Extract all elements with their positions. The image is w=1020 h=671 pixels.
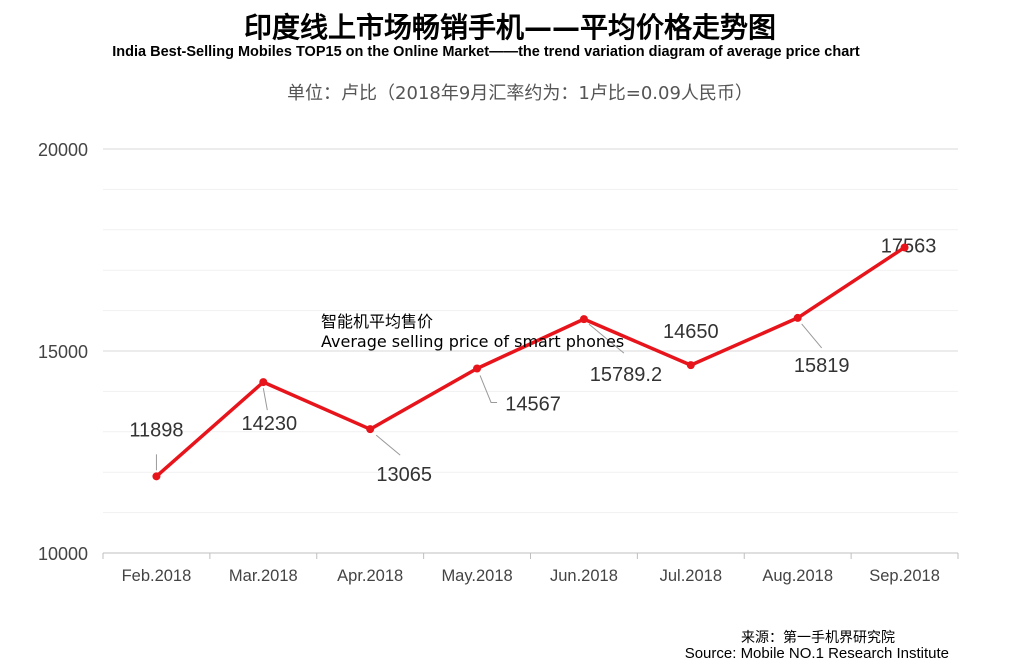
x-tick-label: Mar.2018 <box>229 567 298 585</box>
data-label-leader-line <box>801 323 823 349</box>
data-label: 15819 <box>794 355 850 377</box>
unit-note: 单位：卢比（2018年9月汇率约为：1卢比=0.09人民币） <box>287 83 753 104</box>
data-label-leader-line <box>262 388 268 411</box>
data-point <box>473 364 482 373</box>
data-label: 11898 <box>129 419 183 441</box>
source-cn: 来源：第一手机界研究院 <box>741 630 895 646</box>
data-point <box>686 361 695 370</box>
x-tick-label: May.2018 <box>441 567 512 585</box>
series-label-en: Average selling price of smart phones <box>321 332 624 351</box>
series-label-cn: 智能机平均售价 <box>321 312 433 331</box>
data-point <box>793 313 802 322</box>
data-label: 14230 <box>242 413 298 435</box>
y-tick-label: 15000 <box>38 342 88 362</box>
source-en: Source: Mobile NO.1 Research Institute <box>684 645 949 662</box>
data-label: 13065 <box>376 464 432 486</box>
data-label: 17563 <box>881 235 937 257</box>
data-label-leader-line <box>588 323 625 354</box>
data-point <box>579 315 588 324</box>
chart-title-en: India Best-Selling Mobiles TOP15 on the … <box>112 44 860 60</box>
data-point <box>366 425 375 434</box>
data-point <box>900 243 909 252</box>
x-tick-label: Sep.2018 <box>869 567 940 585</box>
data-label: 15789.2 <box>590 364 662 386</box>
x-tick-label: Feb.2018 <box>122 567 192 585</box>
series-line <box>155 245 906 478</box>
x-tick-label: Apr.2018 <box>337 567 403 585</box>
x-tick-label: Jul.2018 <box>660 567 722 585</box>
data-label: 14650 <box>663 321 719 343</box>
y-tick-label: 20000 <box>38 140 88 160</box>
data-label: 14567 <box>505 393 561 415</box>
x-tick-label: Aug.2018 <box>762 567 833 585</box>
y-tick-label: 10000 <box>38 544 88 564</box>
data-label-leader-line <box>375 434 401 456</box>
data-label-leader-line <box>479 375 498 403</box>
x-tick-label: Jun.2018 <box>550 567 618 585</box>
data-point <box>259 378 268 387</box>
chart-title-cn: 印度线上市场畅销手机——平均价格走势图 <box>243 11 776 44</box>
data-point <box>152 472 161 481</box>
